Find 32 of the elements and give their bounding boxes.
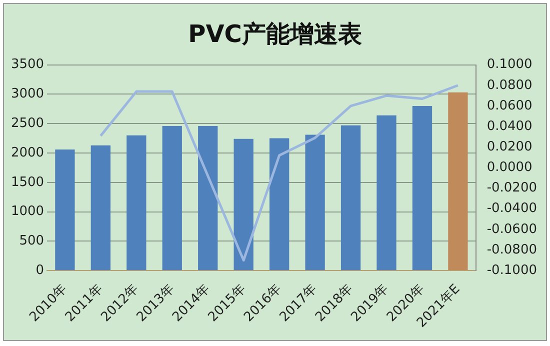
y2-tick-label: -0.0800 xyxy=(486,242,538,258)
y-tick-label: 500 xyxy=(19,234,44,249)
y2-tick-label: 0.0800 xyxy=(486,78,532,93)
y-tick-label: 3000 xyxy=(10,86,44,102)
y2-tick-label: -0.1000 xyxy=(486,262,538,278)
y-tick-label: 2000 xyxy=(10,145,44,160)
y-tick-label: 0 xyxy=(36,262,44,278)
bar xyxy=(55,149,75,270)
bar xyxy=(340,125,361,270)
y2-tick-label: -0.0600 xyxy=(486,222,538,237)
y2-tick-label: 0.0600 xyxy=(486,98,532,114)
bar xyxy=(448,92,468,270)
y-tick-label: 1000 xyxy=(10,204,44,220)
bar xyxy=(269,138,290,270)
bar xyxy=(198,126,218,270)
bar xyxy=(126,135,146,270)
y-tick-label: 2500 xyxy=(10,116,44,131)
chart-title: PVC产能增速表 xyxy=(187,19,363,50)
bar xyxy=(305,134,325,270)
bar xyxy=(234,138,254,270)
bar xyxy=(90,145,110,270)
y2-tick-label: 0.0000 xyxy=(486,160,532,176)
y2-tick-label: -0.0200 xyxy=(486,180,538,196)
y2-tick-label: -0.0400 xyxy=(486,201,538,216)
bar xyxy=(412,106,432,270)
y2-tick-label: 0.0200 xyxy=(486,139,532,154)
y-tick-label: 1500 xyxy=(10,174,44,190)
bar xyxy=(376,115,396,270)
y2-tick-label: 0.1000 xyxy=(486,57,532,72)
y2-tick-label: 0.0400 xyxy=(486,118,532,134)
bar xyxy=(162,126,182,270)
y-tick-label: 3500 xyxy=(10,57,44,72)
